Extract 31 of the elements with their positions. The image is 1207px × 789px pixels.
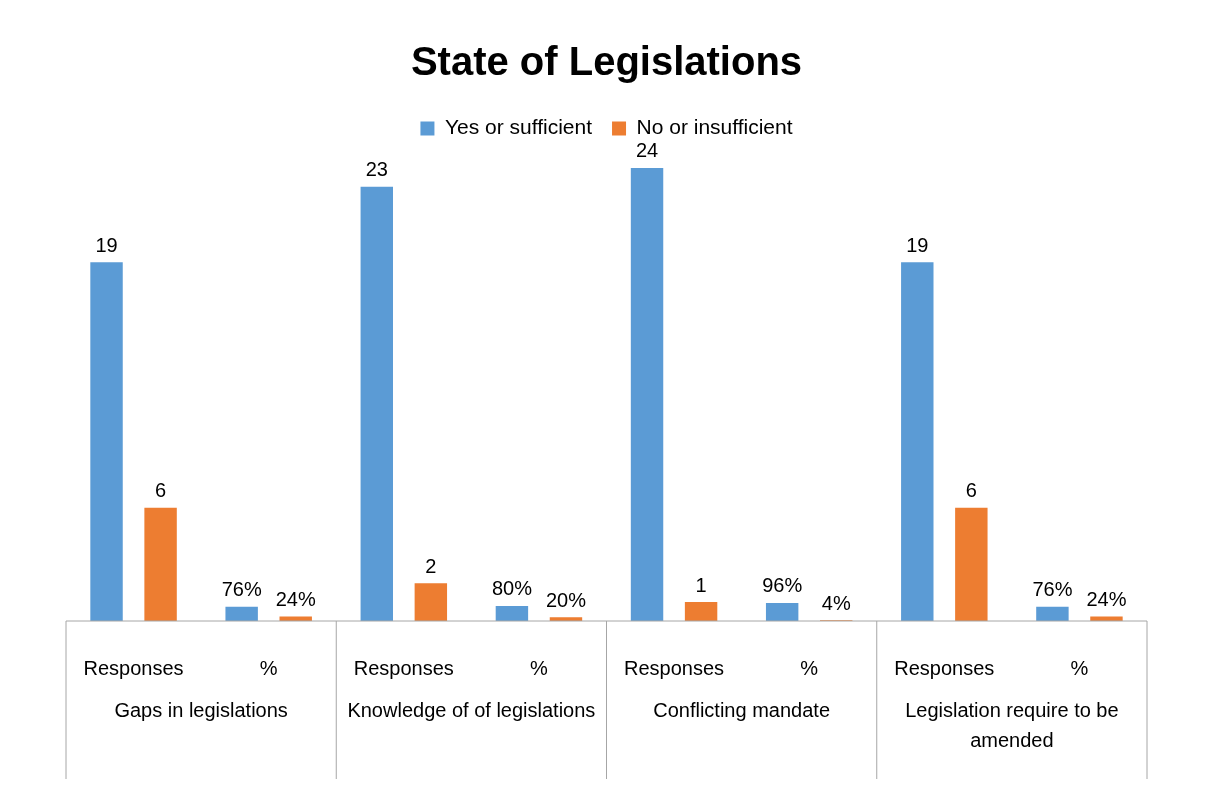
x-tick-label: % <box>1070 656 1089 679</box>
data-label: 76% <box>1032 578 1073 601</box>
x-tick-label: Responses <box>353 656 454 679</box>
data-label: 76% <box>221 578 262 601</box>
text: Gaps in legislations <box>114 698 288 721</box>
data-label: 24% <box>1086 587 1127 610</box>
data-label: 6 <box>155 479 167 502</box>
data-label: 80% <box>491 577 533 600</box>
legend-label: Yes or sufficient <box>444 115 593 139</box>
data-label: 23 <box>365 158 388 181</box>
x-tick-label: % <box>800 656 819 679</box>
data-label: 19 <box>95 233 118 256</box>
text: Knowledge of of legislations <box>347 698 596 721</box>
data-label: 6 <box>965 479 977 502</box>
text: Legislation require to be amended <box>905 698 1119 751</box>
x-tick-label: Responses <box>83 656 184 679</box>
x-tick-label: Responses <box>894 656 995 679</box>
x-tick-label: % <box>259 656 278 679</box>
data-label: 24% <box>275 587 316 610</box>
data-label: 24 <box>635 139 659 162</box>
x-tick-label: Responses <box>624 656 725 679</box>
data-label: 96% <box>762 574 803 597</box>
data-label: 2 <box>425 554 437 577</box>
chart-title: State of Legislations <box>410 39 803 84</box>
data-label: 20% <box>545 588 587 611</box>
legend-label: No or insufficient <box>636 115 793 139</box>
data-label: 1 <box>695 573 707 596</box>
text: Conflicting mandate <box>653 698 831 721</box>
data-label: 4% <box>821 591 851 614</box>
x-tick-label: % <box>530 656 549 679</box>
data-label: 19 <box>906 233 929 256</box>
